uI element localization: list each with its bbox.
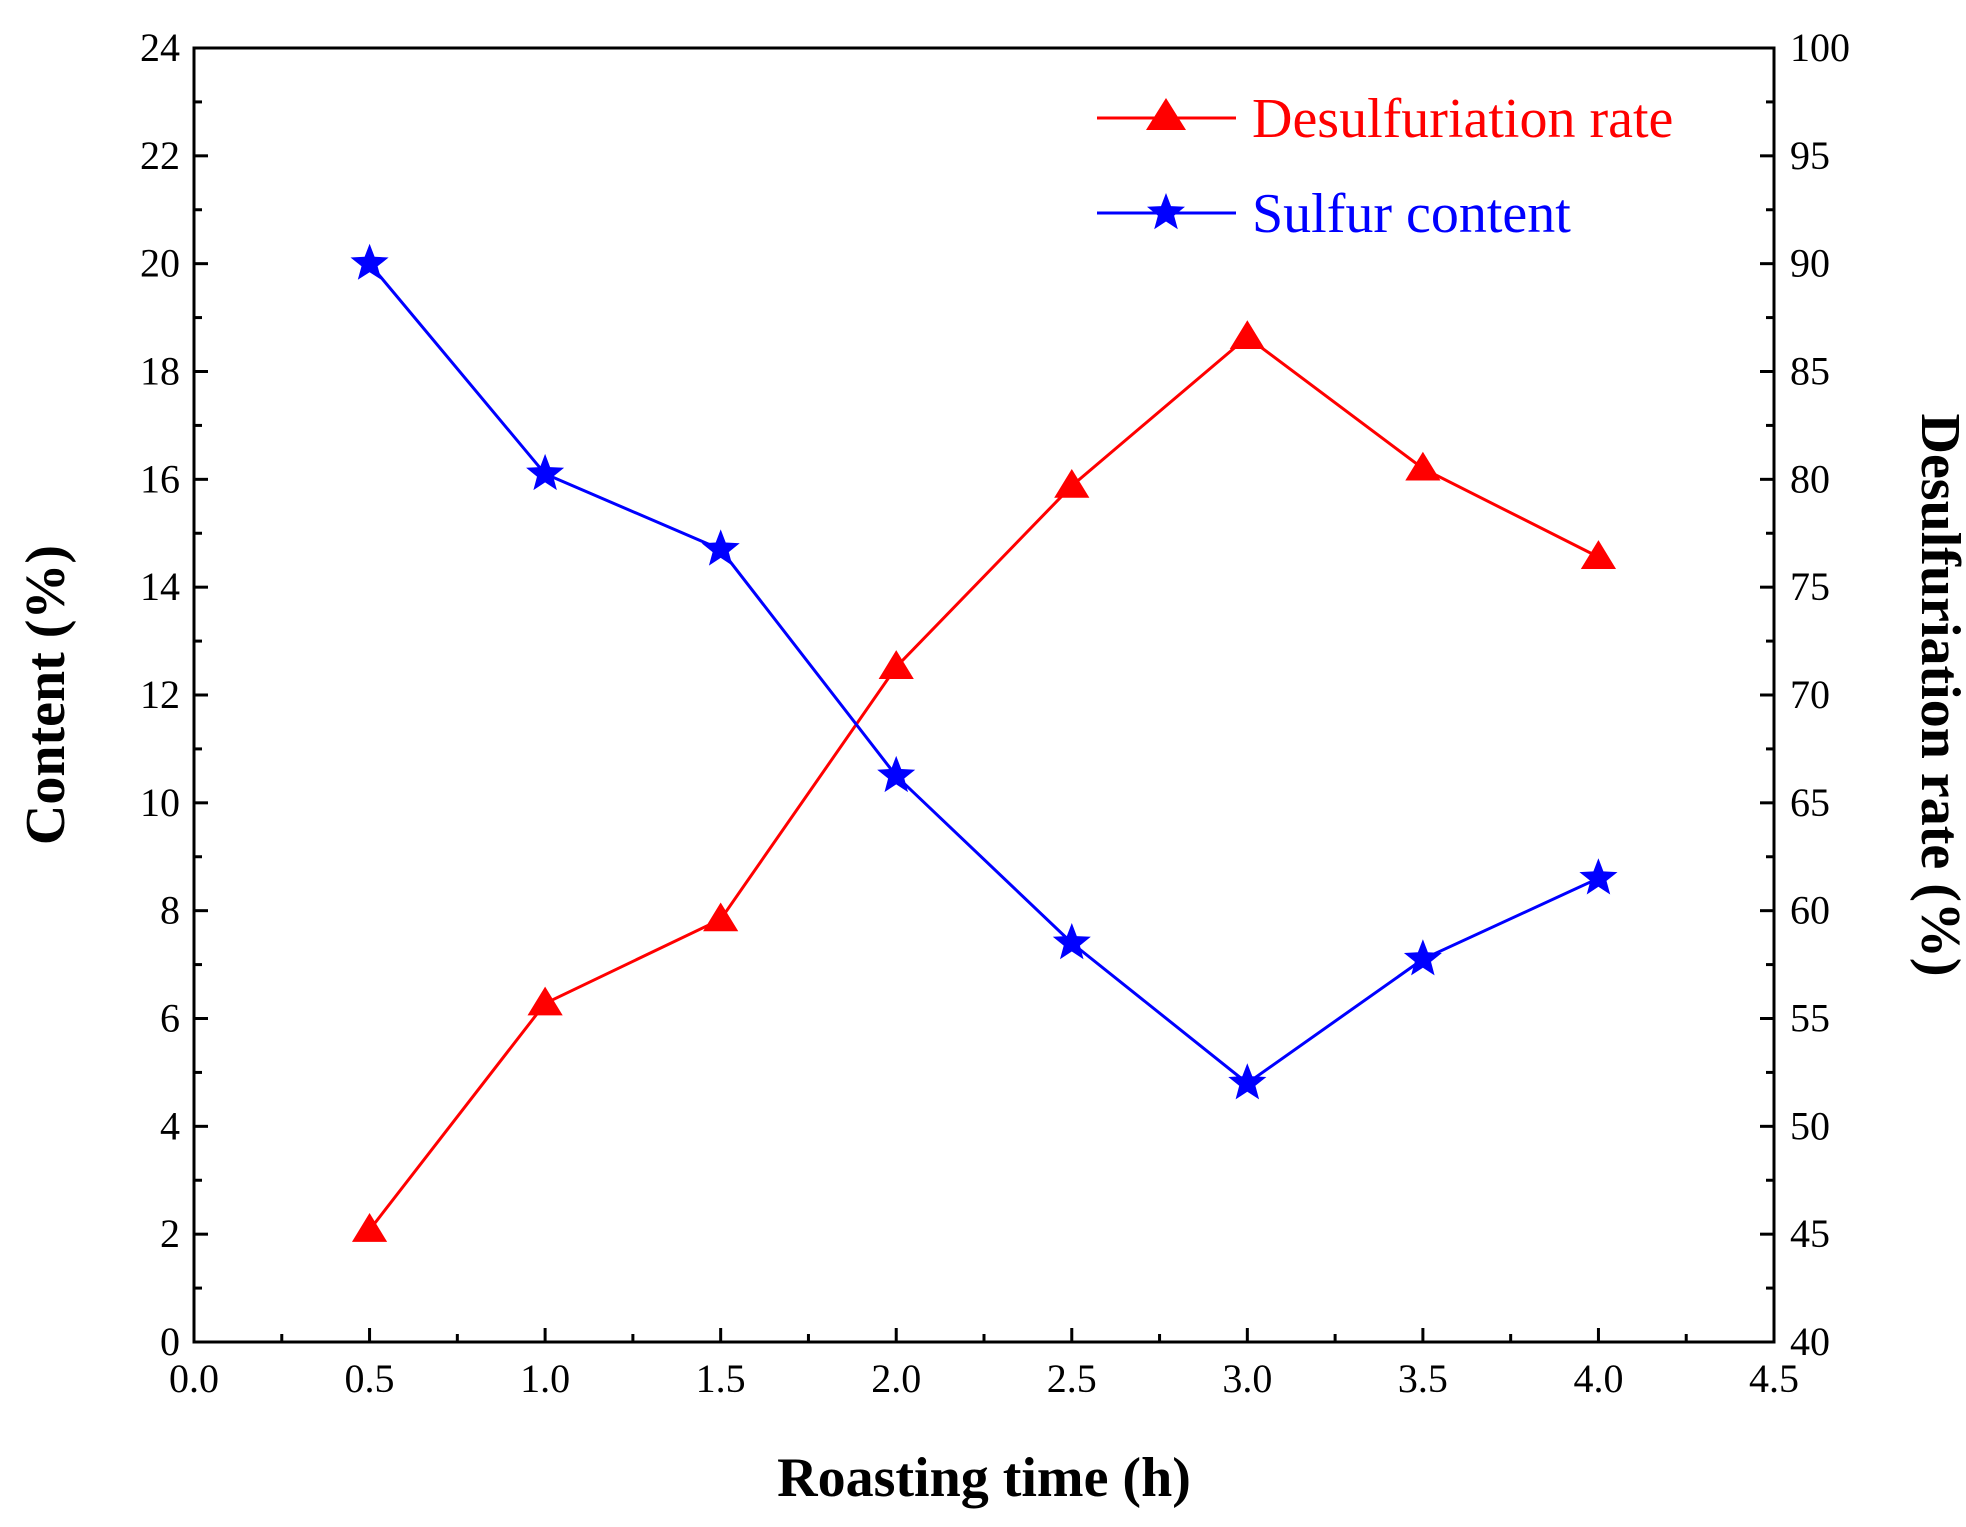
x-axis-title: Roasting time (h): [777, 1447, 1191, 1509]
x-tick-label: 2.5: [1047, 1356, 1097, 1401]
y-right-tick-label: 90: [1790, 241, 1830, 286]
y-right-tick-label: 40: [1790, 1319, 1830, 1364]
x-tick-label: 1.5: [696, 1356, 746, 1401]
plot-frame: [192, 46, 1776, 1344]
legend-label-desulfuriation: Desulfuriation rate: [1252, 88, 1673, 150]
y-right-tick-label: 100: [1790, 25, 1850, 70]
y-left-tick-label: 0: [160, 1319, 180, 1364]
y-right-tick-label: 95: [1790, 133, 1830, 178]
y-left-tick-label: 10: [140, 780, 180, 825]
star-marker: [1403, 939, 1442, 976]
y-right-tick-label: 60: [1790, 888, 1830, 933]
y-right-tick-label: 70: [1790, 672, 1830, 717]
ticks-layer: 0.0 0.5 1.0 1.5 2.0 2.5 3.0 3.5 4.0 4.50246810121…: [140, 25, 1850, 1401]
star-marker: [1228, 1063, 1267, 1100]
y-right-tick-label: 50: [1790, 1103, 1830, 1148]
x-tick-label: 3.0: [1222, 1356, 1272, 1401]
triangle-marker: [1229, 320, 1265, 349]
series-line-desulfuriation: [368, 335, 1600, 1231]
y-left-tick-label: 4: [160, 1103, 180, 1148]
x-tick-label: 1.0: [520, 1356, 570, 1401]
y-left-tick-label: 8: [160, 888, 180, 933]
y-left-tick-label: 22: [140, 133, 180, 178]
y-right-tick-label: 80: [1790, 456, 1830, 501]
y-left-axis-title: Content (%): [15, 545, 77, 845]
triangle-marker: [527, 986, 563, 1016]
x-tick-label: 0.0: [169, 1356, 219, 1401]
legend-marker-triangle-icon: [1146, 98, 1186, 130]
y-left-tick-label: 18: [140, 349, 180, 394]
star-marker: [350, 243, 389, 280]
star-marker: [1052, 923, 1091, 960]
triangle-marker: [878, 650, 914, 679]
y-right-tick-label: 85: [1790, 349, 1830, 394]
x-tick-label: 0.5: [345, 1356, 395, 1401]
legend-marker-star-icon: [1147, 193, 1185, 230]
triangle-marker: [351, 1213, 388, 1242]
y-left-tick-label: 24: [140, 25, 180, 70]
y-left-tick-label: 14: [140, 564, 180, 609]
x-tick-label: 3.5: [1398, 1356, 1448, 1401]
y-right-tick-label: 45: [1790, 1211, 1830, 1256]
legend-label-sulfur: Sulfur content: [1252, 183, 1571, 245]
y-right-tick-label: 65: [1790, 780, 1830, 825]
star-marker: [701, 529, 740, 566]
triangle-marker: [1580, 540, 1617, 569]
y-left-tick-label: 16: [140, 456, 180, 501]
y-right-tick-label: 55: [1790, 996, 1830, 1041]
x-tick-label: 4.5: [1749, 1356, 1799, 1401]
y-left-tick-label: 2: [160, 1211, 180, 1256]
x-tick-label: 2.0: [871, 1356, 921, 1401]
star-marker: [1579, 858, 1618, 895]
series-line-sulfur: [368, 262, 1600, 1086]
y-right-tick-label: 75: [1790, 564, 1830, 609]
series-layer: [350, 243, 1618, 1242]
star-marker: [877, 755, 916, 793]
legend: Desulfuriation rate Sulfur content: [1097, 88, 1673, 245]
triangle-marker: [1054, 469, 1090, 498]
star-marker: [526, 453, 565, 491]
y-right-axis-title: Desulfuriation rate (%): [1909, 413, 1966, 976]
triangle-marker: [1405, 451, 1441, 481]
y-left-tick-label: 12: [140, 672, 180, 717]
y-left-tick-label: 6: [160, 996, 180, 1041]
x-tick-label: 4.0: [1573, 1356, 1623, 1401]
y-left-tick-label: 20: [140, 241, 180, 286]
triangle-marker: [703, 902, 739, 932]
